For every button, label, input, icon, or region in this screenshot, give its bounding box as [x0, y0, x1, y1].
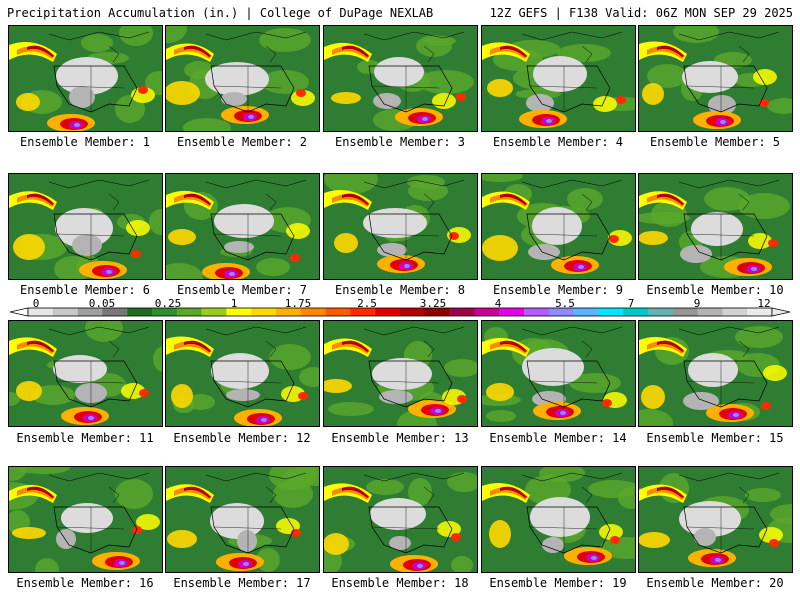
- ensemble-member-label: Ensemble Member: 11: [16, 431, 154, 445]
- map-title: Precipitation Accumulation (in.) | Colle…: [7, 6, 434, 20]
- ensemble-member-label: Ensemble Member: 8: [334, 283, 466, 297]
- ensemble-member-label: Ensemble Member: 10: [646, 283, 784, 297]
- colorbar-tick-label: 2.5: [357, 297, 377, 310]
- colorbar-tick-label: 7: [627, 297, 635, 310]
- ensemble-member-label: Ensemble Member: 17: [173, 576, 311, 590]
- ensemble-member-label: Ensemble Member: 2: [176, 135, 308, 149]
- ensemble-member-label: Ensemble Member: 16: [16, 576, 154, 590]
- precip-map-panel: [323, 466, 478, 573]
- ensemble-member-label: Ensemble Member: 14: [489, 431, 627, 445]
- ensemble-member-label: Ensemble Member: 1: [19, 135, 151, 149]
- colorbar-tick-label: 12: [757, 297, 771, 310]
- colorbar: [10, 307, 790, 317]
- ensemble-member-label: Ensemble Member: 5: [649, 135, 781, 149]
- precip-map-panel: [165, 25, 320, 132]
- colorbar-tick-label: 0.25: [154, 297, 182, 310]
- ensemble-member-label: Ensemble Member: 20: [646, 576, 784, 590]
- precip-map-panel: [8, 173, 163, 280]
- colorbar-tick-label: 0.05: [88, 297, 116, 310]
- ensemble-member-label: Ensemble Member: 6: [19, 283, 151, 297]
- precip-map-panel: [481, 466, 636, 573]
- ensemble-member-label: Ensemble Member: 19: [489, 576, 627, 590]
- ensemble-member-label: Ensemble Member: 9: [492, 283, 624, 297]
- precip-map-panel: [8, 25, 163, 132]
- colorbar-tick-label: 1: [230, 297, 238, 310]
- ensemble-member-label: Ensemble Member: 7: [176, 283, 308, 297]
- ensemble-member-label: Ensemble Member: 12: [173, 431, 311, 445]
- precip-map-panel: [323, 173, 478, 280]
- colorbar-tick-label: 0: [32, 297, 40, 310]
- colorbar-tick-label: 3.25: [419, 297, 447, 310]
- colorbar-tick-label: 1.75: [284, 297, 312, 310]
- colorbar-tick-label: 9: [693, 297, 701, 310]
- ensemble-member-label: Ensemble Member: 13: [331, 431, 469, 445]
- precip-map-panel: [638, 466, 793, 573]
- colorbar-tick-label: 5.5: [555, 297, 575, 310]
- precip-map-panel: [638, 25, 793, 132]
- precip-map-panel: [638, 320, 793, 427]
- precip-map-panel: [165, 173, 320, 280]
- precip-map-panel: [8, 466, 163, 573]
- ensemble-member-label: Ensemble Member: 4: [492, 135, 624, 149]
- run-valid-time: 12Z GEFS | F138 Valid: 06Z MON SEP 29 20…: [489, 6, 793, 20]
- precip-map-panel: [8, 320, 163, 427]
- precip-map-panel: [638, 173, 793, 280]
- ensemble-member-label: Ensemble Member: 18: [331, 576, 469, 590]
- ensemble-member-label: Ensemble Member: 15: [646, 431, 784, 445]
- precip-map-panel: [323, 25, 478, 132]
- precip-map-panel: [165, 320, 320, 427]
- precip-map-panel: [481, 173, 636, 280]
- precip-map-panel: [165, 466, 320, 573]
- precip-map-panel: [481, 25, 636, 132]
- ensemble-member-label: Ensemble Member: 3: [334, 135, 466, 149]
- precip-map-panel: [323, 320, 478, 427]
- colorbar-tick-label: 4: [494, 297, 502, 310]
- precip-map-panel: [481, 320, 636, 427]
